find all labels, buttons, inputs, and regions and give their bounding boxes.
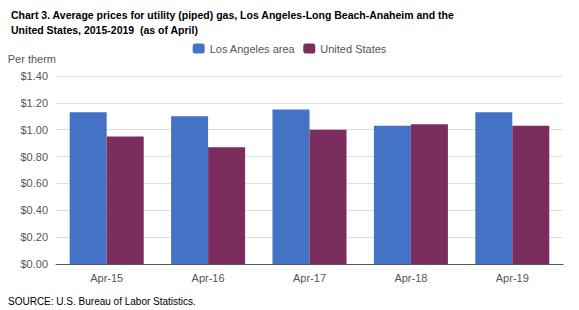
svg-text:$1.40: $1.40 [20, 70, 48, 82]
svg-text:$0.20: $0.20 [20, 231, 48, 243]
svg-text:United States: United States [320, 43, 387, 55]
svg-text:$0.40: $0.40 [20, 204, 48, 216]
svg-text:Apr-16: Apr-16 [192, 272, 225, 284]
svg-text:$0.00: $0.00 [20, 258, 48, 270]
svg-text:$0.80: $0.80 [20, 151, 48, 163]
svg-text:$0.60: $0.60 [20, 177, 48, 189]
svg-text:$1.00: $1.00 [20, 124, 48, 136]
svg-text:Apr-15: Apr-15 [90, 272, 123, 284]
svg-text:Apr-19: Apr-19 [496, 272, 529, 284]
svg-text:$1.20: $1.20 [20, 97, 48, 109]
svg-text:Apr-17: Apr-17 [293, 272, 326, 284]
svg-text:Apr-18: Apr-18 [394, 272, 427, 284]
svg-text:Los Angeles area: Los Angeles area [210, 43, 296, 55]
svg-text:United States, 2015-2019 (as: United States, 2015-2019 (as of April) [11, 24, 198, 36]
svg-text:Chart 3. Average prices for ut: Chart 3. Average prices for utility (pip… [11, 9, 454, 21]
svg-text:SOURCE: U.S. Bureau of Labor S: SOURCE: U.S. Bureau of Labor Statistics. [8, 296, 196, 307]
svg-text:Per therm: Per therm [8, 53, 56, 65]
